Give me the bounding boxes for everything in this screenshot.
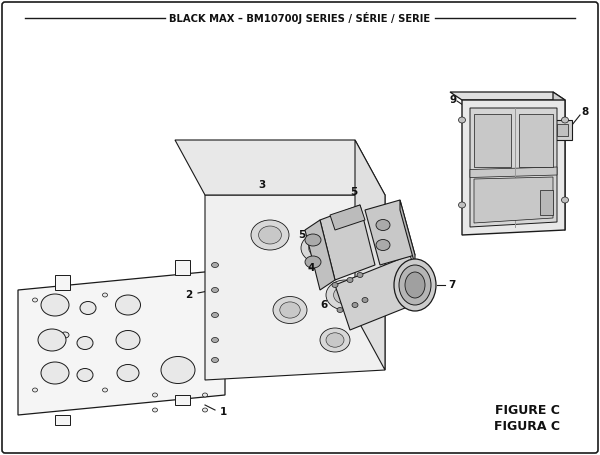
Ellipse shape (116, 330, 140, 349)
Ellipse shape (77, 369, 93, 381)
Ellipse shape (212, 263, 218, 268)
Polygon shape (365, 200, 415, 265)
Polygon shape (470, 167, 557, 177)
Text: 1: 1 (220, 407, 227, 417)
Polygon shape (470, 108, 557, 227)
Text: FIGURE C: FIGURE C (495, 404, 560, 416)
Text: BLACK MAX – BM10700J SERIES / SÉRIE / SERIE: BLACK MAX – BM10700J SERIES / SÉRIE / SE… (169, 12, 431, 24)
Ellipse shape (399, 265, 431, 305)
Polygon shape (553, 120, 572, 140)
Ellipse shape (152, 408, 157, 412)
Text: 7: 7 (448, 280, 455, 290)
Ellipse shape (161, 357, 195, 384)
Ellipse shape (562, 197, 569, 203)
Ellipse shape (80, 302, 96, 314)
Ellipse shape (203, 408, 208, 412)
Text: 6: 6 (320, 300, 327, 310)
Polygon shape (55, 415, 70, 425)
Ellipse shape (273, 297, 307, 324)
Polygon shape (335, 255, 425, 330)
Polygon shape (400, 200, 415, 265)
Ellipse shape (334, 286, 356, 304)
Polygon shape (320, 205, 375, 280)
Ellipse shape (376, 239, 390, 251)
Polygon shape (305, 220, 335, 290)
Polygon shape (55, 275, 70, 290)
Polygon shape (474, 177, 553, 223)
Ellipse shape (115, 295, 140, 315)
Text: 2: 2 (185, 290, 192, 300)
Polygon shape (557, 124, 568, 136)
Text: 4: 4 (308, 263, 316, 273)
Polygon shape (175, 395, 190, 405)
Polygon shape (18, 270, 225, 415)
Ellipse shape (357, 273, 363, 278)
Ellipse shape (61, 332, 69, 338)
Text: 8: 8 (581, 107, 588, 117)
Ellipse shape (212, 288, 218, 293)
Polygon shape (553, 92, 565, 230)
Ellipse shape (203, 393, 208, 397)
Ellipse shape (305, 256, 321, 268)
Ellipse shape (562, 117, 569, 123)
Ellipse shape (394, 259, 436, 311)
Ellipse shape (212, 313, 218, 318)
Polygon shape (474, 114, 511, 167)
Polygon shape (540, 190, 553, 215)
Text: 3: 3 (258, 180, 265, 190)
Ellipse shape (405, 272, 425, 298)
Ellipse shape (117, 364, 139, 381)
Ellipse shape (259, 226, 281, 244)
Text: 5: 5 (298, 230, 305, 240)
Polygon shape (330, 205, 365, 230)
Ellipse shape (305, 234, 321, 246)
Polygon shape (462, 100, 565, 235)
Ellipse shape (301, 233, 339, 263)
Ellipse shape (103, 293, 107, 297)
Ellipse shape (280, 302, 300, 318)
Ellipse shape (458, 117, 466, 123)
Ellipse shape (320, 328, 350, 352)
Ellipse shape (376, 219, 390, 231)
Ellipse shape (38, 329, 66, 351)
Ellipse shape (332, 283, 338, 288)
Ellipse shape (326, 333, 344, 347)
Ellipse shape (308, 239, 331, 257)
Ellipse shape (103, 388, 107, 392)
Ellipse shape (32, 388, 37, 392)
Polygon shape (355, 140, 385, 370)
Ellipse shape (458, 202, 466, 208)
Text: 5: 5 (350, 187, 357, 197)
Ellipse shape (362, 298, 368, 303)
Ellipse shape (352, 303, 358, 308)
Polygon shape (175, 140, 385, 195)
Ellipse shape (152, 393, 157, 397)
Polygon shape (450, 92, 565, 100)
Polygon shape (175, 260, 190, 275)
Text: FIGURA C: FIGURA C (494, 420, 560, 434)
Ellipse shape (41, 294, 69, 316)
Ellipse shape (347, 278, 353, 283)
Ellipse shape (212, 358, 218, 363)
Polygon shape (519, 114, 553, 167)
Ellipse shape (337, 308, 343, 313)
Text: 9: 9 (449, 95, 456, 105)
Ellipse shape (32, 298, 37, 302)
Ellipse shape (326, 280, 364, 310)
Ellipse shape (212, 338, 218, 343)
Polygon shape (205, 195, 385, 380)
Ellipse shape (77, 337, 93, 349)
Ellipse shape (251, 220, 289, 250)
Ellipse shape (41, 362, 69, 384)
